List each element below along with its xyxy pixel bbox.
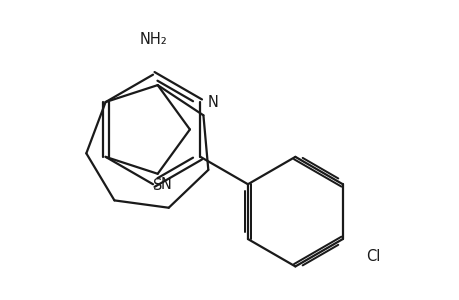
Text: NH₂: NH₂: [139, 32, 167, 46]
Text: Cl: Cl: [366, 249, 380, 264]
Text: N: N: [207, 94, 218, 110]
Text: N: N: [160, 177, 171, 192]
Text: S: S: [153, 178, 162, 193]
